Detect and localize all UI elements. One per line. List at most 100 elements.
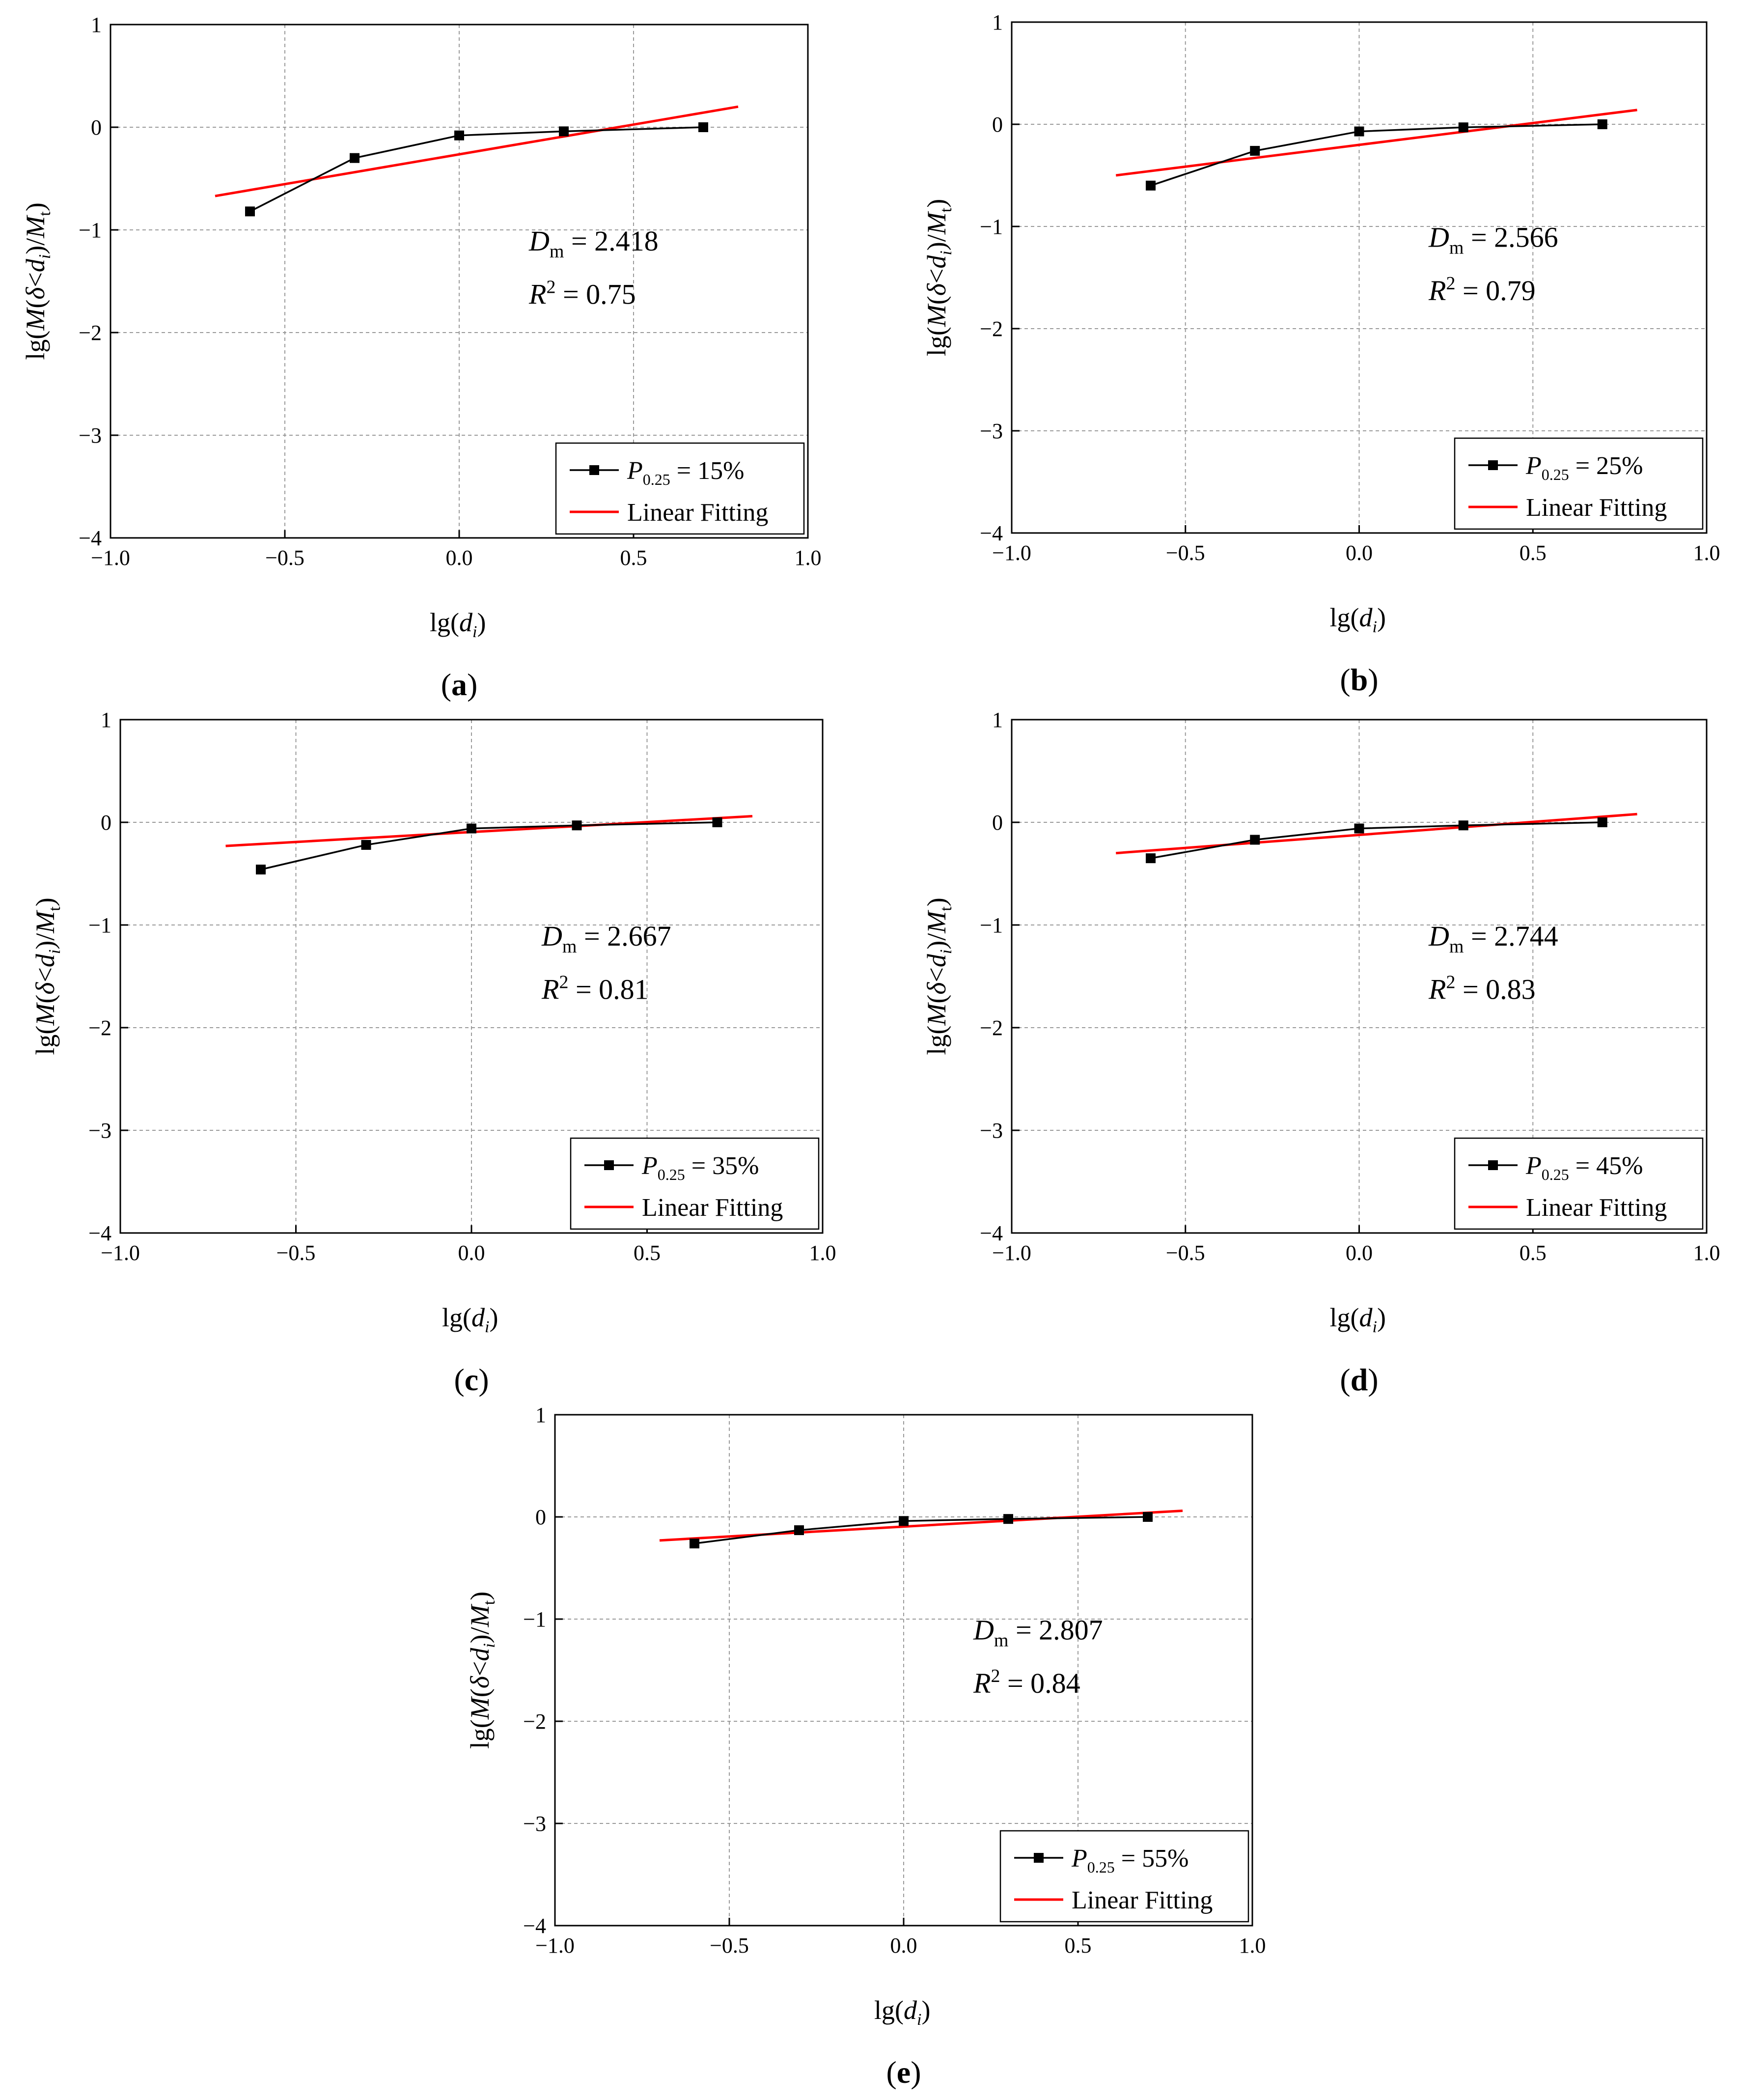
x-tick-label: 0.0 [1346, 1241, 1373, 1265]
chart-panel-d: −1.0 −0.5 0.0 0.5 1.010−1−2−3−4lg(di)lg(M(δ<… [922, 708, 1720, 1397]
data-point [1250, 146, 1260, 156]
y-title-mid: )/ [465, 1627, 495, 1643]
panel-label-open: ( [441, 667, 451, 702]
y-axis-title: lg(M(δ<di)/Mt) [21, 202, 54, 360]
y-title-delta: δ [21, 287, 50, 300]
y-tick-label: −1 [980, 913, 1003, 937]
y-title-sub-t: t [937, 207, 955, 212]
legend-label-series: P0.25 = 25% [1525, 452, 1643, 483]
y-title-close: ) [30, 897, 60, 906]
y-title-open: ( [465, 1688, 495, 1697]
legend-label-fit: Linear Fitting [1526, 1194, 1667, 1222]
legend-label-series: P0.25 = 15% [627, 457, 744, 488]
annot-r-sup: 2 [546, 277, 555, 297]
data-point [350, 153, 359, 163]
annot-dm-value: 2.667 [607, 920, 671, 952]
legend: P0.25 = 15% Linear Fitting [555, 442, 805, 535]
y-axis-title: lg(M(δ<di)/Mt) [922, 897, 955, 1055]
x-tick-label: 0.5 [1520, 541, 1547, 565]
x-tick-label: 0.0 [458, 1241, 485, 1265]
x-title-close: ) [1377, 603, 1386, 632]
y-title-open: ( [30, 995, 60, 1004]
data-point [1597, 119, 1607, 129]
y-title-pre: lg( [21, 331, 50, 360]
annot-r2-value: 0.81 [599, 973, 649, 1005]
x-axis-title: lg(di) [874, 1995, 930, 2029]
panel-label: (d) [1340, 1362, 1378, 1397]
annot-d-sub: m [562, 936, 577, 957]
annot-r-sup: 2 [991, 1666, 1000, 1686]
legend-series-value: 45% [1596, 1152, 1643, 1180]
panel-label-close: ) [1368, 1362, 1378, 1397]
y-title-close: ) [922, 897, 951, 906]
data-point [698, 122, 708, 132]
annot-r-symbol: R [1428, 973, 1446, 1005]
y-title-sub-i: i [46, 950, 64, 954]
x-tick-label: 1.0 [1693, 1241, 1720, 1265]
y-title-d: d [922, 953, 951, 967]
x-tick-label: 1.0 [795, 546, 822, 570]
x-title-close: ) [477, 608, 486, 637]
annot-eq: = [555, 278, 586, 310]
fit-line [1115, 109, 1637, 177]
legend-p-sub: 0.25 [643, 471, 670, 488]
legend-p-sub: 0.25 [1542, 1166, 1569, 1183]
legend-label-series: P0.25 = 35% [641, 1152, 759, 1183]
data-point [1003, 1514, 1013, 1524]
y-tick-label: −2 [523, 1709, 546, 1734]
y-tick-label: −1 [79, 218, 102, 242]
panel-label-open: ( [454, 1362, 464, 1397]
annotation-dm: Dm = 2.744 [1428, 920, 1558, 957]
legend-p-symbol: P [1071, 1845, 1087, 1873]
y-title-pre: lg( [30, 1026, 60, 1055]
legend-label-fit: Linear Fitting [642, 1194, 783, 1222]
x-title-sub: i [1373, 1318, 1377, 1336]
annot-eq: = [568, 973, 599, 1005]
data-point [467, 823, 476, 834]
legend-data-marker [1488, 460, 1498, 470]
legend-label-series: P0.25 = 45% [1525, 1152, 1643, 1183]
annot-dm-value: 2.418 [594, 225, 659, 257]
panel-label-letter: d [1351, 1362, 1368, 1397]
legend: P0.25 = 55% Linear Fitting [999, 1830, 1249, 1923]
x-title-sub: i [1373, 618, 1377, 636]
y-title-mid: )/ [922, 234, 951, 251]
y-axis-title: lg(M(δ<di)/Mt) [465, 1592, 498, 1749]
legend-series-value: 35% [712, 1152, 759, 1180]
y-title-d: d [30, 953, 60, 967]
annot-d-sub: m [994, 1630, 1009, 1651]
legend-data-marker [589, 465, 599, 475]
x-title-sub: i [485, 1318, 489, 1336]
y-title-d: d [21, 258, 50, 272]
annot-r2-value: 0.79 [1486, 275, 1536, 307]
annotation-dm: Dm = 2.566 [1428, 222, 1558, 258]
y-title-M: M [21, 307, 50, 331]
y-title-sub-i: i [480, 1643, 498, 1648]
y-tick-label: −4 [523, 1914, 546, 1938]
data-point [1458, 122, 1468, 133]
y-tick-label: −3 [523, 1812, 546, 1836]
x-title-sub: i [472, 623, 477, 641]
legend-eq: = [1115, 1845, 1142, 1873]
y-title-M: M [30, 1002, 60, 1026]
y-title-Mt: M [30, 910, 60, 934]
y-title-mid: )/ [922, 933, 951, 950]
chart-panel-a: −1.0 −0.5 0.0 0.5 1.010−1−2−3−4lg(di)lg(M(δ<… [21, 13, 822, 702]
panel-label-close: ) [467, 667, 477, 702]
y-tick-label: −4 [88, 1221, 111, 1245]
grid-lines [120, 720, 823, 1233]
y-title-pre: lg( [465, 1719, 495, 1749]
y-title-delta: δ [922, 283, 951, 296]
y-tick-label: −3 [79, 423, 102, 448]
data-point [256, 865, 266, 875]
data-point [1458, 820, 1468, 831]
data-point [559, 126, 569, 137]
y-tick-label: −1 [980, 215, 1003, 239]
y-title-M: M [922, 1002, 951, 1026]
legend-p-sub: 0.25 [1087, 1858, 1115, 1876]
y-title-lt: < [30, 967, 60, 982]
data-point [899, 1516, 909, 1526]
annot-eq: = [1464, 920, 1494, 952]
panel-label-close: ) [911, 2055, 921, 2090]
